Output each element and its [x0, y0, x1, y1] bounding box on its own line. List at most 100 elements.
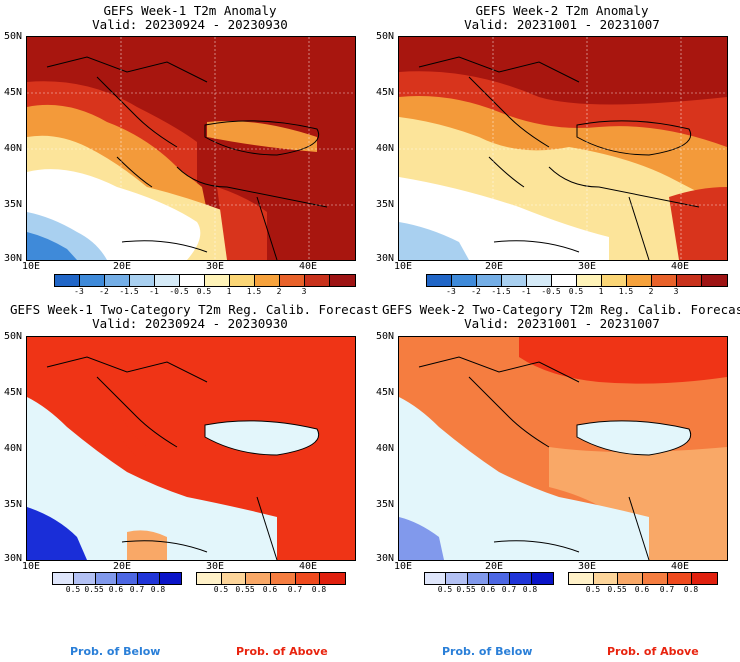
- panel-4-title-text: GEFS Week-2 Two-Category T2m Reg. Calib.…: [382, 302, 740, 317]
- colorbar-swatch: [627, 275, 652, 286]
- lat-label: 35N: [376, 499, 395, 510]
- lat-label: 30N: [4, 253, 23, 264]
- colorbar-swatch: [320, 573, 345, 584]
- colorbar-label: 0.5: [196, 287, 212, 296]
- panel-4-title: GEFS Week-2 Two-Category T2m Reg. Calib.…: [382, 303, 740, 331]
- colorbar-swatch: [702, 275, 727, 286]
- colorbar-swatch: [180, 275, 205, 286]
- panel-2-title: GEFS Week-2 T2m Anomaly Valid: 20231001 …: [382, 4, 740, 32]
- prob-above-label-1: Prob. of Above: [236, 645, 328, 658]
- colorbar-label: 0.5: [568, 287, 584, 296]
- colorbar-swatch: [55, 275, 80, 286]
- colorbar-swatch: [652, 275, 677, 286]
- colorbar-label: 3: [673, 287, 679, 296]
- colorbar-label: 0.55: [235, 585, 255, 594]
- colorbar-label: 3: [301, 287, 307, 296]
- colorbar-swatch: [197, 573, 222, 584]
- colorbar-label: 0.7: [129, 585, 145, 594]
- lat-label: 35N: [376, 199, 395, 210]
- lat-label: 50N: [4, 31, 23, 42]
- lat-label: 40N: [376, 443, 395, 454]
- lon-label: 10E: [22, 561, 41, 572]
- colorbar-label: 0.55: [607, 585, 627, 594]
- colorbar-label: 0.6: [480, 585, 496, 594]
- lat-label: 35N: [4, 199, 23, 210]
- lat-label: 40N: [4, 443, 23, 454]
- colorbar-label: 0.8: [683, 585, 699, 594]
- lon-label: 20E: [113, 561, 132, 572]
- lon-label: 10E: [394, 561, 413, 572]
- colorbar-label: 0.5: [437, 585, 453, 594]
- colorbar-swatch: [116, 573, 139, 584]
- colorbar-swatch: [74, 573, 96, 584]
- lon-label: 20E: [485, 561, 504, 572]
- lat-label: 45N: [376, 87, 395, 98]
- colorbar-swatch: [205, 275, 230, 286]
- panel-2-title-text: GEFS Week-2 T2m Anomaly: [475, 3, 649, 18]
- colorbar-swatch: [425, 573, 447, 584]
- below-colorbar-2: [424, 572, 554, 585]
- lat-label: 45N: [4, 387, 23, 398]
- colorbar-swatch: [510, 573, 532, 584]
- colorbar-label: 0.8: [522, 585, 538, 594]
- colorbar-label: 0.8: [311, 585, 327, 594]
- lon-label: 30E: [578, 261, 597, 272]
- colorbar-swatch: [280, 275, 305, 286]
- colorbar-label: -1.5: [119, 287, 139, 296]
- lon-label: 30E: [206, 561, 225, 572]
- probability-map-week1: [26, 336, 356, 561]
- colorbar-label: -0.5: [541, 287, 561, 296]
- colorbar-label: -3: [74, 287, 84, 296]
- colorbar-swatch: [477, 275, 502, 286]
- lat-label: 50N: [376, 31, 395, 42]
- colorbar-swatch: [667, 573, 693, 584]
- colorbar-label: 0.5: [65, 585, 81, 594]
- colorbar-swatch: [95, 573, 117, 584]
- colorbar-swatch: [221, 573, 247, 584]
- colorbar-label: 0.7: [501, 585, 517, 594]
- colorbar-swatch: [593, 573, 619, 584]
- colorbar-label: -2: [99, 287, 109, 296]
- lat-label: 45N: [4, 87, 23, 98]
- lon-label: 20E: [113, 261, 132, 272]
- colorbar-swatch: [295, 573, 321, 584]
- colorbar-swatch: [427, 275, 452, 286]
- colorbar-label: 2: [648, 287, 654, 296]
- colorbar-label: 0.7: [287, 585, 303, 594]
- lon-label: 40E: [671, 561, 690, 572]
- colorbar-label: 0.5: [585, 585, 601, 594]
- above-colorbar-2: [568, 572, 718, 585]
- probability-map-week2: [398, 336, 728, 561]
- lat-label: 30N: [4, 553, 23, 564]
- colorbar-swatch: [569, 573, 594, 584]
- colorbar-swatch: [305, 275, 330, 286]
- panel-1-valid-text: Valid: 20230924 - 20230930: [92, 17, 288, 32]
- colorbar-label: 0.7: [659, 585, 675, 594]
- colorbar-label: -0.5: [169, 287, 189, 296]
- lat-label: 40N: [4, 143, 23, 154]
- colorbar-swatch: [677, 275, 702, 286]
- colorbar-swatch: [255, 275, 280, 286]
- panel-3-title: GEFS Week-1 Two-Category T2m Reg. Calib.…: [10, 302, 379, 331]
- colorbar-swatch: [53, 573, 75, 584]
- colorbar-label: 1: [226, 287, 232, 296]
- panel-2-valid-text: Valid: 20231001 - 20231007: [464, 17, 660, 32]
- lon-label: 40E: [671, 261, 690, 272]
- colorbar-label: 2: [276, 287, 282, 296]
- anomaly-colorbar-2: [426, 274, 728, 287]
- colorbar-label: 0.55: [84, 585, 104, 594]
- prob-below-label-2: Prob. of Below: [442, 645, 533, 658]
- prob-above-label-2: Prob. of Above: [607, 645, 699, 658]
- lat-label: 50N: [4, 331, 23, 342]
- colorbar-label: -3: [446, 287, 456, 296]
- panel-3-title-text: GEFS Week-1 Two-Category T2m Reg. Calib.…: [10, 302, 379, 317]
- colorbar-swatch: [531, 573, 553, 584]
- colorbar-swatch: [446, 573, 468, 584]
- colorbar-swatch: [159, 573, 181, 584]
- lon-label: 30E: [578, 561, 597, 572]
- lat-label: 50N: [376, 331, 395, 342]
- panel-3-valid-text: Valid: 20230924 - 20230930: [92, 316, 288, 331]
- lon-label: 20E: [485, 261, 504, 272]
- prob-below-label-1: Prob. of Below: [70, 645, 161, 658]
- colorbar-label: 0.6: [634, 585, 650, 594]
